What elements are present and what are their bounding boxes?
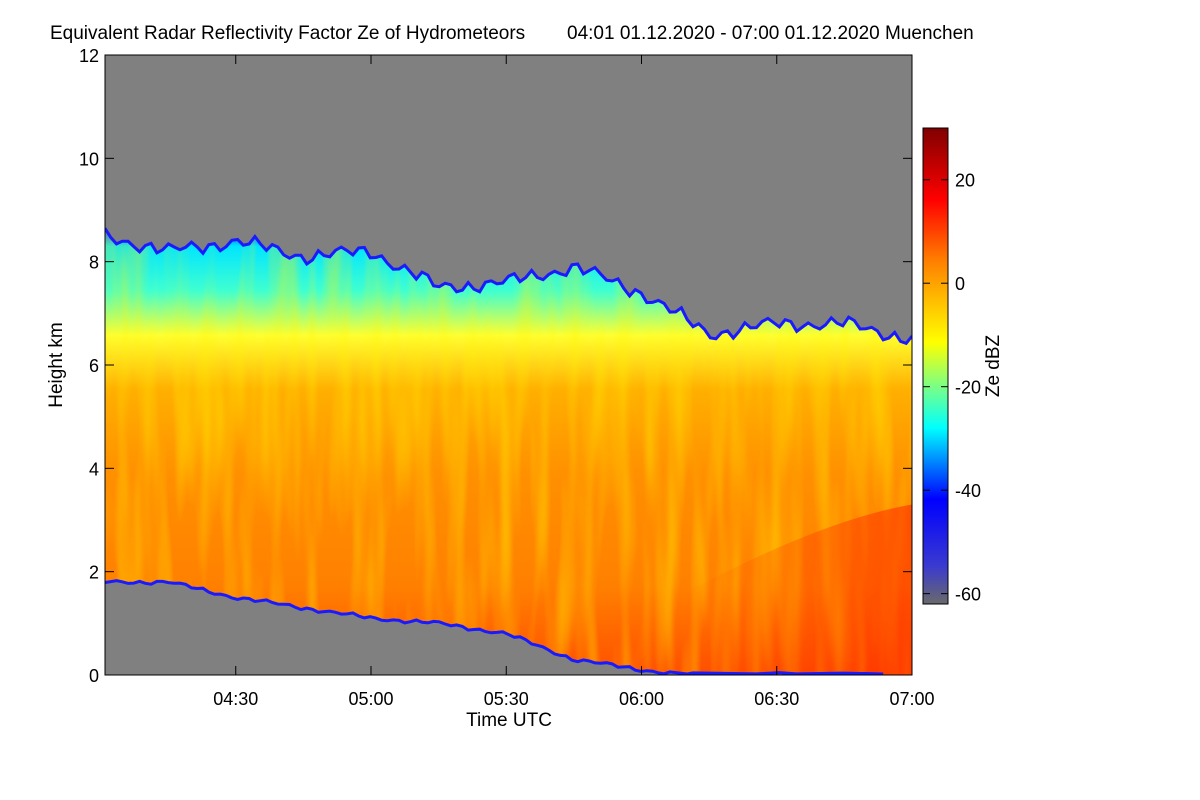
- colorbar-tick-label: -40: [955, 481, 981, 501]
- cloud-top-edge: [105, 227, 912, 346]
- y-tick-label: 0: [89, 666, 99, 686]
- x-tick-label: 06:30: [754, 689, 799, 709]
- x-tick-label: 05:30: [484, 689, 529, 709]
- y-tick-label: 8: [89, 253, 99, 273]
- x-tick-label: 07:00: [889, 689, 934, 709]
- x-tick-label: 06:00: [619, 689, 664, 709]
- colorbar-tick-label: 0: [955, 274, 965, 294]
- y-axis-ticks: 0 2 4 6 8 10 12: [79, 46, 912, 686]
- chart-subtitle: 04:01 01.12.2020 - 07:00 01.12.2020 Muen…: [567, 23, 974, 44]
- plot-area: [105, 55, 912, 675]
- colorbar-ticks: -60 -40 -20 0 20: [923, 171, 981, 605]
- x-tick-label: 05:00: [348, 689, 393, 709]
- y-tick-label: 6: [89, 356, 99, 376]
- y-tick-label: 2: [89, 563, 99, 583]
- cloud-base-edge: [105, 579, 884, 675]
- reflectivity-texture: [105, 228, 912, 675]
- y-axis-label: Height km: [46, 322, 67, 408]
- y-tick-label: 12: [79, 46, 99, 66]
- colorbar-tick-label: -60: [955, 585, 981, 605]
- x-axis-ticks: 04:30 05:00 05:30 06:00 06:30 07:00: [213, 55, 935, 709]
- colorbar-tick-label: 20: [955, 171, 975, 191]
- x-axis-label: Time UTC: [466, 710, 552, 731]
- colorbar-tick-label: -20: [955, 378, 981, 398]
- x-tick-label: 04:30: [213, 689, 258, 709]
- reflectivity-core: [686, 504, 912, 675]
- colorbar: [922, 127, 949, 605]
- chart-title: Equivalent Radar Reflectivity Factor Ze …: [50, 23, 525, 44]
- y-tick-label: 10: [79, 149, 99, 169]
- y-tick-label: 4: [89, 459, 99, 479]
- colorbar-label: Ze dBZ: [983, 334, 1004, 397]
